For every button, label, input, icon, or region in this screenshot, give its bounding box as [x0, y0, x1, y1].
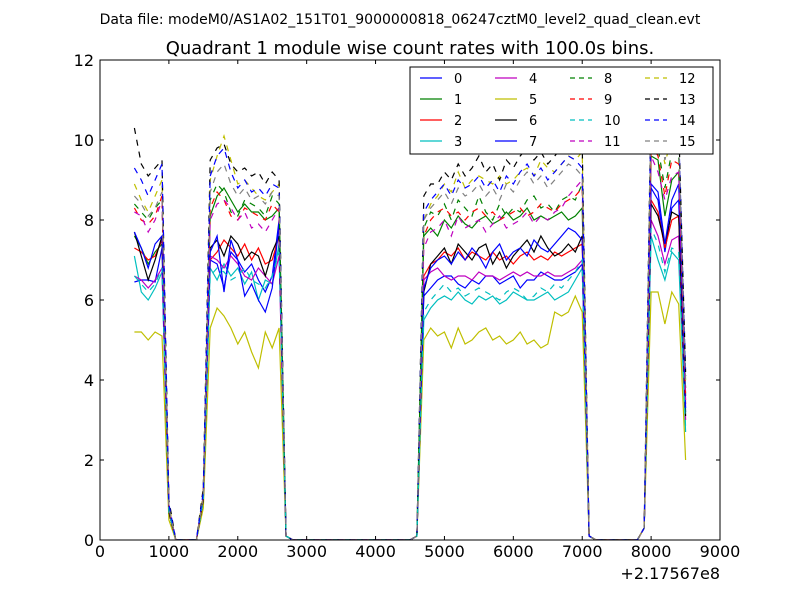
y-tick-label: 6: [84, 291, 94, 310]
legend-label-3: 3: [454, 135, 462, 150]
y-tick-label: 10: [74, 131, 94, 150]
legend-label-5: 5: [529, 93, 537, 108]
chart-title: Quadrant 1 module wise count rates with …: [166, 38, 655, 59]
x-tick-label: 8000: [631, 542, 672, 561]
legend-frame: [409, 66, 714, 155]
legend-label-8: 8: [604, 72, 612, 87]
legend-label-13: 13: [679, 93, 696, 108]
y-tick-label: 2: [84, 451, 94, 470]
legend-label-0: 0: [454, 72, 462, 87]
legend-label-15: 15: [679, 135, 696, 150]
x-tick-label: 9000: [700, 542, 741, 561]
x-offset-label: +2.17567e8: [620, 564, 720, 583]
legend-label-2: 2: [454, 114, 462, 129]
x-tick-label: 2000: [217, 542, 258, 561]
x-axis: 0 1000 2000 3000 4000 5000 6000 7000 8000 9000: [95, 60, 740, 561]
y-tick-label: 8: [84, 211, 94, 230]
y-tick-label: 0: [84, 531, 94, 550]
y-tick-label: 4: [84, 371, 94, 390]
series-line-15: [133, 101, 687, 540]
x-tick-label: 5000: [424, 542, 465, 561]
x-tick-label: 4000: [355, 542, 396, 561]
legend-label-1: 1: [454, 93, 462, 108]
x-tick-label: 3000: [286, 542, 327, 561]
legend-label-7: 7: [529, 135, 537, 150]
series-line-11: [134, 155, 687, 540]
legend-label-12: 12: [679, 72, 696, 87]
suptitle: Data file: modeM0/AS1A02_151T01_90000008…: [100, 12, 701, 28]
legend-label-11: 11: [604, 135, 621, 150]
x-tick-label: 1000: [149, 542, 190, 561]
legend-label-6: 6: [529, 114, 537, 129]
x-tick-label: 6000: [493, 542, 534, 561]
legend-label-10: 10: [604, 114, 621, 129]
legend-label-14: 14: [679, 114, 696, 129]
y-tick-label: 12: [74, 51, 94, 70]
x-tick-label: 0: [95, 542, 105, 561]
series-line-14: [133, 105, 687, 540]
series-line-10: [133, 227, 687, 540]
x-tick-label: 7000: [562, 542, 603, 561]
legend-label-4: 4: [529, 72, 537, 87]
series-layer: [133, 89, 687, 540]
legend-label-9: 9: [604, 93, 612, 108]
